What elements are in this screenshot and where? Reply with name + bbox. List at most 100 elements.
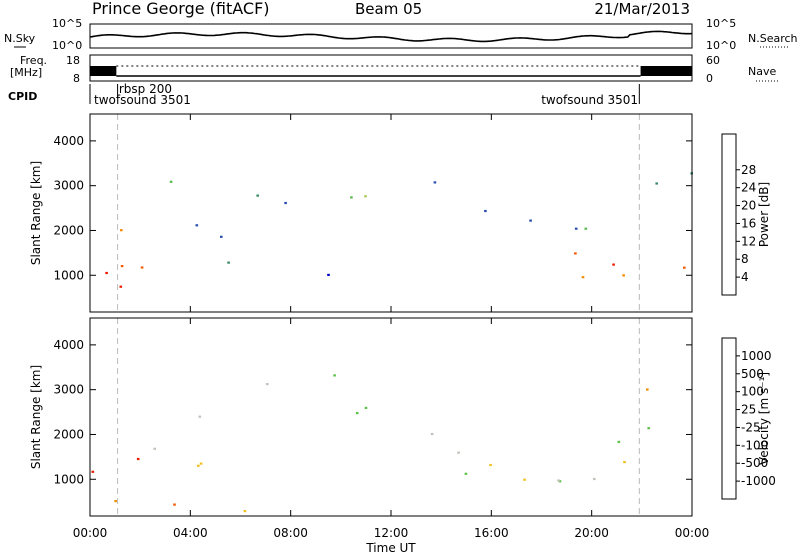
power-colorbar-frame [721, 133, 737, 296]
velocity-cell [266, 383, 269, 386]
nsky-trace [89, 30, 693, 43]
nsearch-tick-top: 10^5 [706, 17, 736, 30]
velocity-colorbar-label: 1000 [741, 349, 772, 363]
nsearch-label: N.Search [748, 32, 798, 45]
velocity-cell [364, 406, 368, 409]
velocity-colorbar-label: 500 [741, 367, 764, 381]
velocity-colorbar-label: 100 [741, 385, 764, 399]
velocity-cell [430, 432, 434, 436]
velocity-cell [457, 451, 460, 454]
velocity-colorbar-title: Velocity [m s⁻¹] [757, 372, 771, 465]
velocity-ytick-label: 4000 [53, 338, 84, 352]
time-tick-label: 20:00 [574, 526, 609, 540]
velocity-heatmap-cells [91, 374, 650, 513]
power-colorbar-label: 8 [741, 252, 749, 266]
power-frame [89, 113, 693, 313]
nsky-label: N.Sky [4, 32, 36, 45]
velocity-cell [114, 500, 117, 503]
power-cell [433, 181, 437, 184]
velocity-cell [464, 472, 468, 475]
velocity-ytick-label: 1000 [53, 472, 84, 486]
time-tick-label: 16:00 [474, 526, 509, 540]
cpid-label: CPID [8, 90, 37, 103]
nave-label: Nave [748, 65, 776, 78]
beam-label: Beam 05 [355, 0, 422, 18]
power-cell [574, 252, 577, 255]
power-cell [169, 180, 173, 183]
time-tick-label: 00:00 [675, 526, 710, 540]
velocity-colorbar-label: -500 [741, 456, 768, 470]
power-cell [529, 219, 532, 222]
velocity-cell [646, 388, 649, 391]
velocity-cell [173, 503, 176, 506]
power-cell [655, 182, 658, 185]
power-cell [574, 227, 578, 230]
power-cell [622, 274, 625, 277]
power-cell [120, 265, 124, 268]
freq-tick-bottom: 8 [73, 72, 80, 85]
power-colorbar-label: 20 [741, 199, 756, 213]
time-tick-label: 12:00 [374, 526, 409, 540]
velocity-cell [153, 447, 156, 450]
velocity-cell [489, 463, 492, 467]
velocity-cell [243, 510, 247, 513]
power-cell [119, 285, 123, 288]
power-colorbar-title: Power [dB] [757, 182, 771, 247]
nsearch-tick-bottom: 10^0 [706, 39, 736, 52]
power-heatmap-cells [105, 172, 693, 288]
freq-panel-frame [89, 54, 693, 82]
power-ylabel: Slant Range [km] [29, 161, 43, 265]
velocity-cell [136, 457, 140, 461]
velocity-colorbar-label: -1000 [741, 474, 776, 488]
time-axis-label: Time UT [365, 541, 416, 554]
velocity-cell [647, 427, 650, 430]
time-tick-label: 08:00 [273, 526, 308, 540]
power-cell [364, 195, 367, 198]
velocity-colorbar-label: -25 [741, 420, 761, 434]
power-ytick-label: 2000 [53, 223, 84, 237]
power-cell [284, 201, 287, 205]
velocity-cell [91, 470, 95, 473]
nave-tick-top: 60 [706, 54, 720, 67]
power-colorbar-label: 28 [741, 163, 756, 177]
velocity-cell [198, 415, 202, 418]
velocity-cell [593, 477, 596, 481]
time-tick-label: 00:00 [73, 526, 108, 540]
power-ytick-label: 1000 [53, 268, 84, 282]
velocity-cell [333, 374, 336, 377]
power-colorbar-label: 24 [741, 181, 756, 195]
nave-tick-bottom: 0 [706, 72, 713, 85]
freq-block-end [640, 66, 692, 76]
power-cell [484, 209, 487, 213]
nsky-panel-frame [89, 23, 693, 49]
power-cell [683, 266, 686, 269]
power-colorbar-label: 16 [741, 216, 756, 230]
velocity-colorbar-label: -100 [741, 438, 768, 452]
power-cell [120, 229, 123, 232]
velocity-frame [89, 317, 693, 517]
freq-label: Freq. [20, 54, 47, 67]
freq-block-start [90, 66, 117, 76]
power-cell [220, 235, 223, 238]
cpid-twofsound-1: twofsound 3501 [94, 93, 191, 107]
power-ytick-label: 4000 [53, 134, 84, 148]
power-cell [256, 194, 259, 197]
velocity-colorbar-frame [721, 337, 737, 500]
cpid-rbsp: rbsp 200 [119, 82, 172, 96]
velocity-cell [557, 479, 560, 482]
power-colorbar-label: 4 [741, 270, 749, 284]
power-colorbar-label: 12 [741, 234, 756, 248]
velocity-ytick-label: 2000 [53, 427, 84, 441]
time-tick-label: 04:00 [173, 526, 208, 540]
power-cell [581, 276, 585, 279]
nsky-tick-top: 10^5 [52, 17, 82, 30]
velocity-cell [617, 440, 621, 443]
date-label: 21/Mar/2013 [594, 0, 690, 18]
power-cell [195, 224, 199, 227]
power-ytick-label: 3000 [53, 179, 84, 193]
freq-unit: [MHz] [10, 66, 42, 79]
power-cell [350, 196, 353, 199]
velocity-cell [523, 478, 526, 481]
power-cell [612, 263, 615, 266]
